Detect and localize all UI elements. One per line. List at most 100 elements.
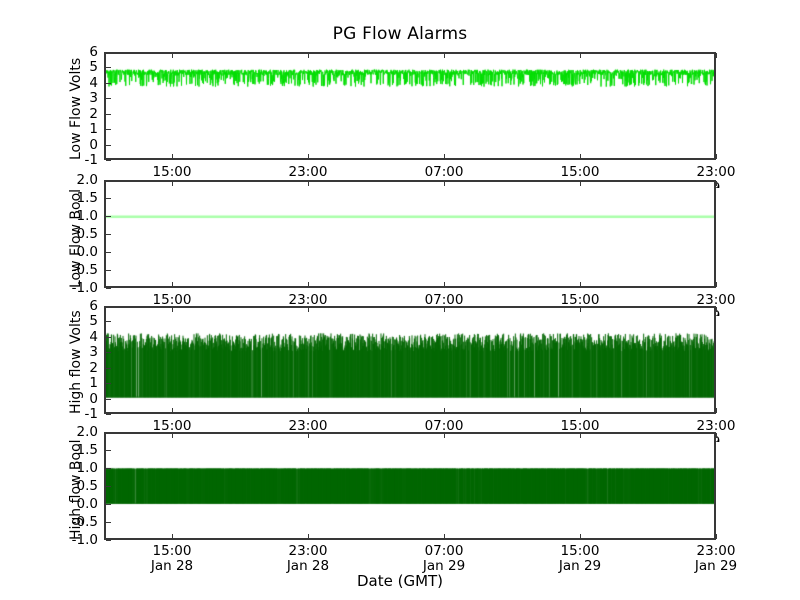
xtick-label: 23:00: [289, 164, 328, 180]
xtick-date: Jan 28: [286, 557, 330, 574]
ytick-mark: [106, 450, 111, 451]
ytick-label: 5: [89, 59, 98, 76]
xtick-time: 07:00: [424, 543, 464, 559]
xtick-time: 23:00: [288, 543, 328, 559]
ytick-label: 1: [89, 121, 98, 138]
ytick-label: 2.0: [76, 172, 98, 188]
xtick-mark: [444, 408, 446, 413]
subplot2-plot-canvas: [106, 182, 714, 286]
xtick-mark: [307, 534, 309, 539]
ytick-mark: [106, 252, 111, 253]
xtick-time: 15:00: [152, 543, 192, 559]
xtick-mark: [580, 282, 581, 287]
xtick-label: 15:00: [153, 292, 192, 308]
ytick-mark: [106, 432, 111, 433]
ytick-mark: [106, 398, 111, 400]
ytick-label: -1: [84, 152, 98, 168]
ytick-mark: [106, 270, 111, 271]
ytick-mark: [106, 98, 111, 100]
xtick-mark: [716, 154, 717, 159]
ytick-mark: [106, 144, 111, 146]
xtick-label: 15:00: [561, 418, 600, 434]
ytick-mark: [106, 129, 111, 131]
xtick-mark-top: [716, 53, 717, 58]
xtick-mark-top: [171, 53, 173, 58]
ytick-label: 1.5: [76, 190, 98, 206]
xtick-label: 15:00 Jan 29: [559, 544, 601, 573]
xtick-date-clipped: 9: [711, 308, 721, 316]
xtick-label: 15:00: [561, 164, 600, 180]
xtick-time: 15:00: [152, 418, 192, 434]
xtick-mark: [444, 282, 446, 287]
xtick-mark-top: [171, 181, 173, 186]
xtick-label: 23:00: [697, 164, 736, 180]
ytick-label: 5: [89, 313, 98, 330]
xtick-time: 07:00: [424, 164, 464, 180]
ytick-label: 1: [89, 375, 98, 392]
xtick-date: Jan 29: [422, 557, 466, 574]
xtick-time: 15:00: [560, 418, 600, 434]
xtick-time: 23:00: [696, 543, 736, 559]
xtick-label: 07:00: [425, 418, 464, 434]
xtick-mark: [716, 408, 717, 413]
ytick-mark: [106, 306, 111, 307]
ytick-label: 1.0: [76, 460, 98, 476]
xtick-mark: [444, 534, 446, 539]
ytick-label: 0.5: [76, 226, 98, 242]
xtick-mark: [171, 408, 173, 413]
ytick-mark: [106, 82, 111, 84]
ytick-label: 2: [89, 105, 98, 122]
ytick-label: 6: [89, 44, 98, 60]
subplot1-plot-canvas: [106, 54, 714, 158]
xtick-label: 23:00: [697, 418, 736, 434]
ytick-mark: [106, 414, 111, 415]
xtick-time: 15:00: [152, 164, 192, 180]
ytick-label: 2: [89, 359, 98, 376]
ytick-label: 4: [89, 74, 98, 91]
xtick-label: 07:00: [425, 292, 464, 308]
xtick-date: Jan 29: [694, 557, 738, 574]
xtick-mark-top: [716, 433, 717, 438]
xtick-time: 15:00: [152, 292, 192, 308]
ytick-label: 0.5: [76, 478, 98, 494]
ytick-mark: [106, 468, 111, 469]
ytick-mark: [106, 336, 111, 338]
xtick-time: 15:00: [560, 543, 600, 559]
xtick-mark: [307, 154, 309, 159]
xtick-mark: [171, 534, 173, 539]
subplot3-plot-canvas: [106, 308, 714, 412]
xtick-mark-top: [307, 181, 309, 186]
xtick-label: 23:00: [289, 418, 328, 434]
ytick-label: 2.0: [76, 424, 98, 440]
xtick-date: Jan 29: [558, 557, 602, 574]
xtick-mark-top: [716, 307, 717, 312]
xtick-mark-top: [307, 307, 309, 312]
xtick-mark: [716, 534, 717, 539]
ytick-label: 0.0: [76, 496, 98, 512]
xtick-mark: [171, 154, 173, 159]
subplot4-plot-canvas: [106, 434, 714, 538]
xtick-time: 23:00: [288, 418, 328, 434]
subplot3-axes: [104, 306, 716, 414]
xtick-label: 15:00 Jan 28: [151, 544, 193, 573]
xtick-mark-top: [580, 53, 581, 58]
ytick-label: -0.5: [71, 262, 98, 278]
subplot4-axes: [104, 432, 716, 540]
chart-xlabel: Date (GMT): [356, 572, 444, 590]
xtick-time: 23:00: [288, 292, 328, 308]
xtick-mark: [580, 154, 581, 159]
xtick-time: 15:00: [560, 292, 600, 308]
xtick-date-clipped: 9: [711, 434, 721, 442]
ytick-label: 3: [89, 344, 98, 361]
xtick-mark: [716, 282, 717, 287]
ytick-mark: [106, 288, 111, 289]
ytick-mark: [106, 504, 111, 505]
ytick-mark: [106, 180, 111, 181]
xtick-label: 23:00 Jan 28: [287, 544, 329, 573]
ytick-label: 0: [89, 390, 98, 407]
xtick-label: 07:00: [425, 164, 464, 180]
xtick-label: 07:00 Jan 29: [423, 544, 465, 573]
xtick-date: Jan 28: [150, 557, 194, 574]
ytick-label: -1: [84, 406, 98, 422]
